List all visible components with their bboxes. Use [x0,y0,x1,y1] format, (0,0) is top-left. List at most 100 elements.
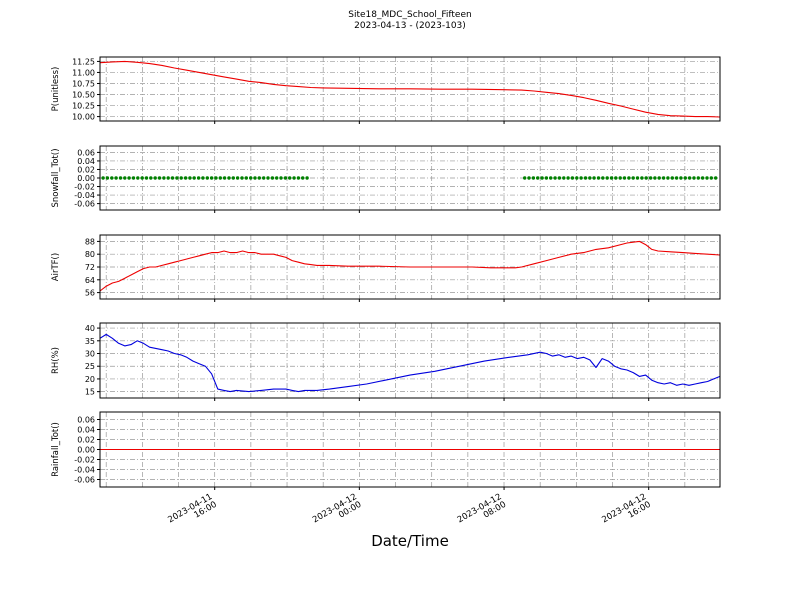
series-marker-1 [553,176,557,180]
series-marker-1 [544,176,549,180]
series-marker-1 [149,176,153,180]
y-tick-label: 10.25 [72,102,95,111]
y-tick-label: 56 [85,289,95,298]
y-tick-label: 0.04 [77,157,95,166]
y-tick-label: 10.00 [72,113,95,122]
series-marker-1 [257,176,261,180]
panel-4: -0.06-0.04-0.020.000.020.040.06 Rainfall_… [51,411,721,490]
series-marker-1 [275,176,279,180]
series-line-0 [99,60,721,118]
series-marker-1 [235,176,240,180]
y-tick-label: -0.02 [74,456,95,465]
x-tick-label: 2023-04-1116:00 [166,492,218,533]
series-marker-1 [227,176,231,180]
series-marker-1 [696,176,700,180]
series-marker-1 [557,176,562,180]
title-block: Site18_MDC_School_Fifteen 2023-04-13 - (… [100,10,720,32]
y-axis-label: Rainfall_Tot() [51,422,61,477]
series-marker-1 [301,176,305,180]
y-tick-label: 15 [85,388,95,397]
series-marker-1 [648,176,653,180]
panel-1: -0.06-0.04-0.020.000.020.040.06 Snowfall_… [51,145,721,213]
y-tick-label: -0.04 [74,466,95,475]
series-marker-1 [618,176,622,180]
series-marker-1 [166,176,170,180]
y-tick-label: 0.00 [77,174,95,183]
y-tick-label: 35 [85,337,95,346]
series-marker-1 [175,176,179,180]
series-marker-1 [123,176,127,180]
series-marker-1 [157,176,162,180]
series-marker-1 [218,176,222,180]
panel-3: 15 20 25 30 35 40 RH(%) [51,322,721,401]
series-marker-1 [566,176,570,180]
series-marker-1 [118,176,123,180]
series-marker-1 [644,176,648,180]
y-tick-label: 30 [85,350,95,359]
y-axis-label: AirTF() [51,253,61,281]
series-marker-1 [540,176,544,180]
panel-2: 56 64 72 80 88 AirTF() [51,234,721,302]
series-marker-1 [136,176,140,180]
series-marker-1 [253,176,257,180]
series-marker-1 [288,176,292,180]
series-marker-1 [579,176,583,180]
y-tick-label: 25 [85,362,95,371]
series-marker-1 [101,176,105,180]
series-marker-1 [222,176,227,180]
series-marker-1 [592,176,596,180]
series-line-3 [99,333,721,393]
series-marker-1 [188,176,192,180]
series-marker-1 [105,176,110,180]
series-marker-1 [549,176,553,180]
y-tick-label: -0.02 [74,183,95,192]
series-marker-1 [110,176,114,180]
series-marker-1 [679,176,683,180]
series-marker-1 [605,176,609,180]
series-marker-1 [153,176,157,180]
series-marker-1 [609,176,614,180]
series-marker-1 [692,176,696,180]
series-marker-1 [653,176,657,180]
series-marker-1 [661,176,666,180]
panel-border [99,56,721,122]
y-tick-label: 88 [85,237,95,246]
panel-border [99,234,721,300]
y-tick-label: 0.04 [77,426,95,435]
series-marker-1 [596,176,601,180]
x-tick-label: 2023-04-1216:00 [600,492,652,533]
series-marker-1 [162,176,166,180]
figure-subtitle: 2023-04-13 - (2023-103) [354,21,466,31]
x-tick-label: 2023-04-1200:00 [311,492,363,533]
figure-title: Site18_MDC_School_Fifteen [348,10,472,20]
y-tick-label: 11.00 [72,68,95,77]
series-marker-1 [670,176,674,180]
series-marker-1 [201,176,205,180]
series-marker-1 [279,176,283,180]
series-marker-1 [214,176,218,180]
y-tick-label: 80 [85,250,95,259]
panel-0: 10.00 10.25 10.50 10.75 11.00 11.25 P(unitless… [51,56,721,124]
y-tick-label: 10.50 [72,91,95,100]
series-marker-1 [127,176,131,180]
y-tick-label: -0.04 [74,191,95,200]
series-marker-1 [683,176,687,180]
series-marker-1 [562,176,566,180]
y-tick-label: 64 [85,276,95,285]
series-marker-1 [709,176,713,180]
series-marker-1 [296,176,301,180]
y-tick-label: 40 [85,324,95,333]
series-marker-1 [575,176,579,180]
series-marker-1 [666,176,670,180]
series-marker-1 [674,176,679,180]
series-marker-1 [240,176,244,180]
series-marker-1 [305,176,309,180]
series-marker-1 [205,176,209,180]
series-marker-1 [640,176,644,180]
xaxis-title: Date/Time [371,532,449,550]
series-marker-1 [601,176,605,180]
series-marker-1 [570,176,575,180]
y-tick-label: -0.06 [74,476,95,485]
y-tick-label: 10.75 [72,79,95,88]
